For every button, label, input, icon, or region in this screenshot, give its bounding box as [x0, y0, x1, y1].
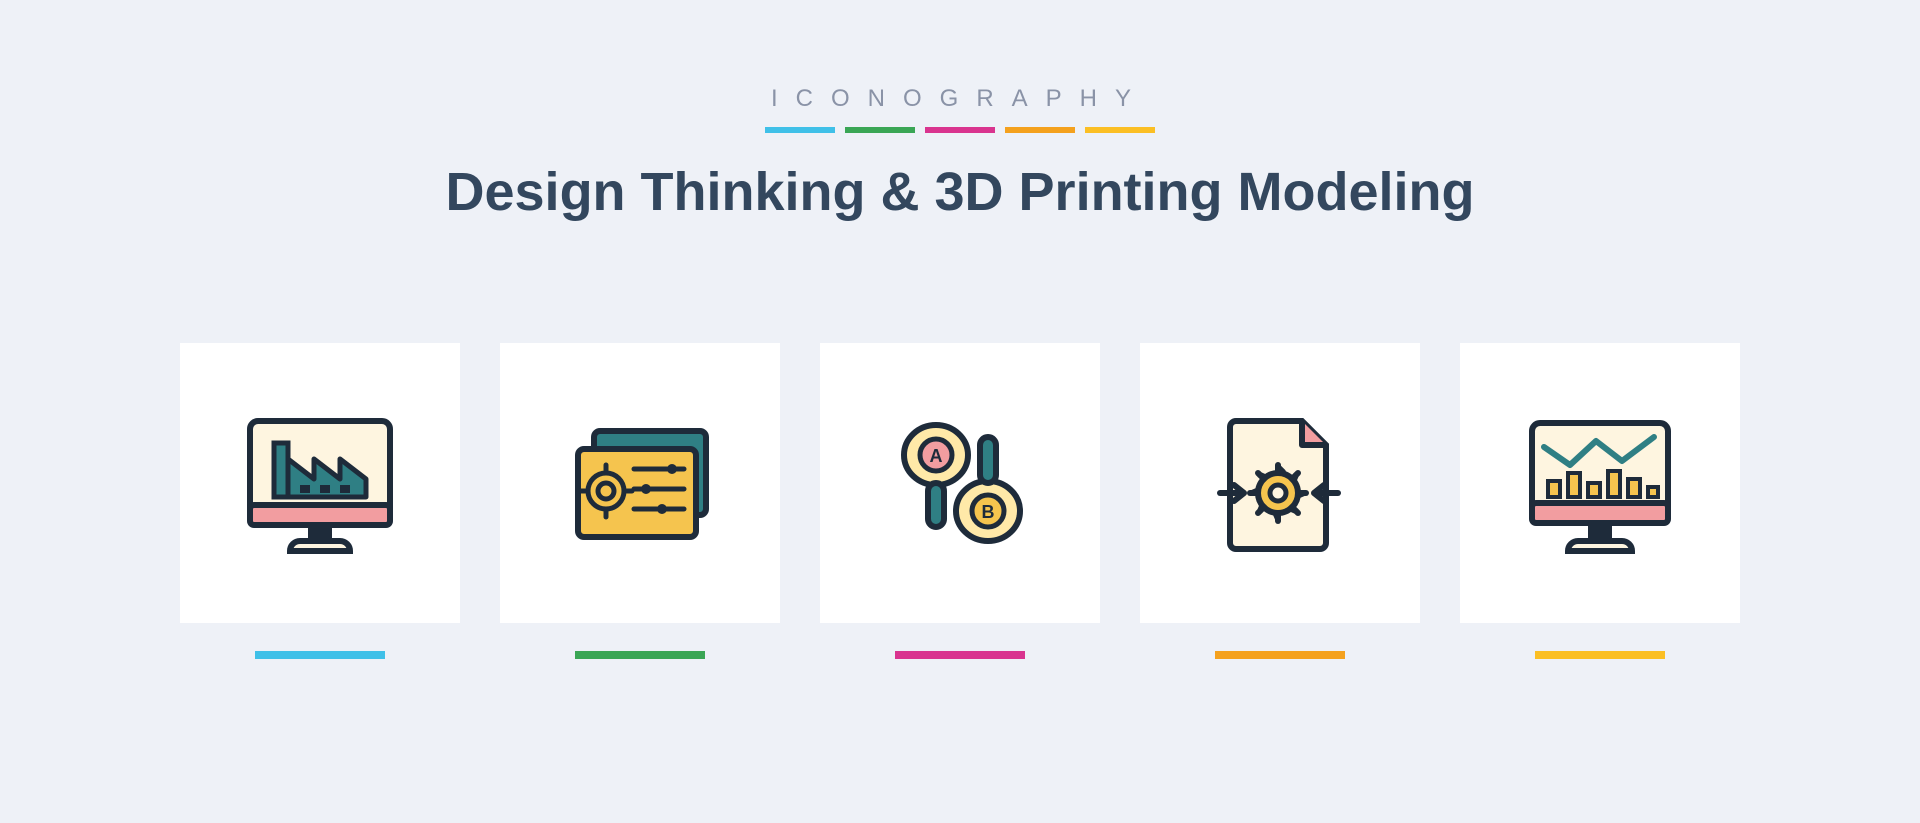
page-title: Design Thinking & 3D Printing Modeling [446, 161, 1475, 223]
svg-text:A: A [930, 446, 943, 466]
underline-segment [925, 127, 995, 133]
card-underline [1215, 651, 1345, 659]
ab-testing-icon: A B [870, 393, 1050, 573]
icon-frame [500, 343, 780, 623]
card-underline [895, 651, 1025, 659]
icon-card-row: A B [180, 343, 1740, 659]
icon-card: A B [820, 343, 1100, 659]
factory-monitor-icon [230, 393, 410, 573]
underline-segment [765, 127, 835, 133]
underline-segment [845, 127, 915, 133]
svg-text:B: B [982, 502, 995, 522]
target-card-icon [550, 393, 730, 573]
icon-frame [1460, 343, 1740, 623]
analytics-monitor-icon [1510, 393, 1690, 573]
eyebrow-text: ICONOGRAPHY [771, 85, 1149, 113]
card-underline [575, 651, 705, 659]
card-underline [1535, 651, 1665, 659]
icon-frame [180, 343, 460, 623]
eyebrow-underline [765, 127, 1155, 133]
icon-card [1140, 343, 1420, 659]
icon-card [1460, 343, 1740, 659]
icon-card [500, 343, 780, 659]
icon-frame [1140, 343, 1420, 623]
page-root: ICONOGRAPHY Design Thinking & 3D Printin… [0, 0, 1920, 823]
card-underline [255, 651, 385, 659]
underline-segment [1085, 127, 1155, 133]
icon-card [180, 343, 460, 659]
underline-segment [1005, 127, 1075, 133]
file-gear-icon [1190, 393, 1370, 573]
icon-frame: A B [820, 343, 1100, 623]
